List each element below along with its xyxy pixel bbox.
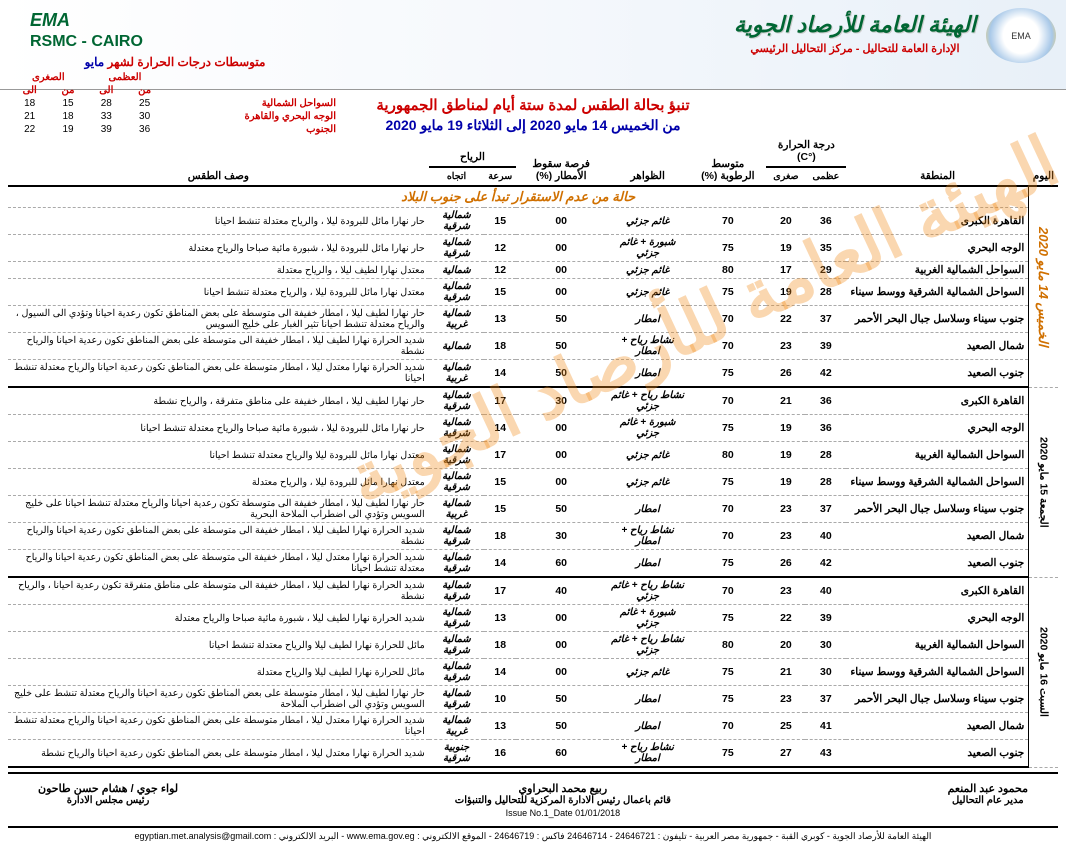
avg-temp-panel: متوسطات درجات الحرارة لشهر مايو العظمى ا…: [10, 55, 340, 136]
table-row: جنوب سيناء وسلاسل جبال البحر الأحمر37227…: [8, 306, 1058, 333]
table-row: جنوب سيناء وسلاسل جبال البحر الأحمر37237…: [8, 686, 1058, 713]
table-row: السواحل الشمالية الشرقية ووسط سيناء30217…: [8, 659, 1058, 686]
forecast-table: اليوم المنطقة درجة الحرارة (°C) متوسط ال…: [8, 136, 1058, 768]
footer-line: الهيئة العامة للأرصاد الجوية - كوبري الق…: [8, 826, 1058, 845]
sign-right: محمود عبد المنعم مدير عام التحاليل: [948, 782, 1028, 818]
table-row: السواحل الشمالية الغربية302080نشاط رياح …: [8, 632, 1058, 659]
instability-banner: حالة من عدم الاستقرار تبدأ على جنوب البل…: [8, 186, 1029, 208]
table-row: السواحل الشمالية الغربية291780غائم جزئي0…: [8, 262, 1058, 279]
day-cell: الجمعة 15 مايو 2020: [1029, 387, 1058, 577]
table-row: السبت 16 مايو 2020القاهرة الكبرى402370نش…: [8, 577, 1058, 605]
table-row: جنوب الصعيد422675امطار5014شمالية غربيةشد…: [8, 360, 1058, 388]
table-row: جنوب الصعيد432775نشاط رياح + امطار6016جن…: [8, 740, 1058, 768]
day-cell: السبت 16 مايو 2020: [1029, 577, 1058, 767]
table-row: الوجه البحري351975شبورة + غائم جزئي0012ش…: [8, 235, 1058, 262]
table-row: جنوب سيناء وسلاسل جبال البحر الأحمر37237…: [8, 496, 1058, 523]
ema-label: EMA: [30, 10, 143, 31]
ema-logo: EMA: [986, 8, 1056, 63]
sign-left: لواء جوي / هشام حسن طاحون رئيس مجلس الاد…: [38, 782, 178, 818]
org-sub-title: الإدارة العامة للتحاليل - مركز التحاليل …: [734, 42, 976, 55]
table-row: السواحل الشمالية الشرقية ووسط سيناء28197…: [8, 279, 1058, 306]
org-main-title: الهيئة العامة للأرصاد الجوية: [734, 12, 976, 38]
table-row: السواحل الشمالية الغربية281980غائم جزئي0…: [8, 442, 1058, 469]
forecast-header: اليوم المنطقة درجة الحرارة (°C) متوسط ال…: [8, 136, 1058, 186]
sign-center: ربيع محمد البحراوي قائم باعمال رئيس الاد…: [455, 782, 671, 818]
table-row: شمال الصعيد402370نشاط رياح + امطار3018شم…: [8, 523, 1058, 550]
header-band: EMA الهيئة العامة للأرصاد الجوية الإدارة…: [0, 0, 1066, 90]
signature-row: محمود عبد المنعم مدير عام التحاليل ربيع …: [8, 772, 1058, 822]
table-row: شمال الصعيد412570امطار5013شمالية غربيةشد…: [8, 713, 1058, 740]
table-row: شمال الصعيد392370نشاط رياح + امطار5018شم…: [8, 333, 1058, 360]
table-row: الجمعة 15 مايو 2020القاهرة الكبرى362170ن…: [8, 387, 1058, 415]
table-row: السواحل الشمالية الشرقية ووسط سيناء28197…: [8, 469, 1058, 496]
avg-temp-table: العظمى الصغرى من الى من الى السواحل الشم…: [10, 71, 340, 136]
table-row: الوجه البحري361975شبورة + غائم جزئي0014ش…: [8, 415, 1058, 442]
table-row: الوجه البحري392275شبورة + غائم جزئي0013ش…: [8, 605, 1058, 632]
table-row: جنوب الصعيد422675امطار6014شمالية شرقيةشد…: [8, 550, 1058, 578]
day-cell: الخميس 14 مايو 2020: [1029, 186, 1058, 387]
avg-temp-title: متوسطات درجات الحرارة لشهر مايو: [10, 55, 340, 69]
org-titles: الهيئة العامة للأرصاد الجوية الإدارة الع…: [734, 12, 976, 55]
rsmc-label: RSMC - CAIRO: [30, 33, 143, 51]
left-org-block: EMA RSMC - CAIRO: [30, 10, 143, 51]
table-row: القاهرة الكبرى362070غائم جزئي0015شمالية …: [8, 208, 1058, 235]
